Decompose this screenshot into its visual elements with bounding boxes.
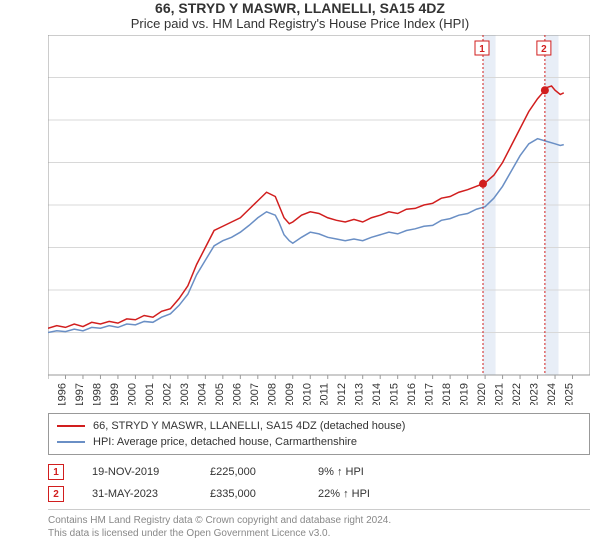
legend-row: HPI: Average price, detached house, Carm… [57, 434, 581, 450]
sale-date: 19-NOV-2019 [92, 466, 182, 478]
svg-text:2017: 2017 [424, 383, 436, 405]
separator [48, 509, 590, 510]
svg-text:2009: 2009 [284, 383, 296, 405]
svg-text:1995: 1995 [48, 383, 51, 405]
svg-text:2019: 2019 [459, 383, 471, 405]
legend-label: 66, STRYD Y MASWR, LLANELLI, SA15 4DZ (d… [93, 420, 405, 432]
sale-marker: 1 [48, 464, 64, 480]
legend: 66, STRYD Y MASWR, LLANELLI, SA15 4DZ (d… [48, 413, 590, 455]
svg-text:2010: 2010 [301, 383, 313, 405]
svg-text:2003: 2003 [179, 383, 191, 405]
svg-text:2013: 2013 [354, 383, 366, 405]
legend-swatch [57, 425, 85, 427]
sale-date: 31-MAY-2023 [92, 488, 182, 500]
svg-text:2000: 2000 [126, 383, 138, 405]
sale-price: £225,000 [210, 466, 290, 478]
svg-text:2025: 2025 [564, 383, 576, 405]
sale-pct: 9% ↑ HPI [318, 466, 408, 478]
legend-label: HPI: Average price, detached house, Carm… [93, 436, 357, 448]
svg-text:2007: 2007 [249, 383, 261, 405]
svg-text:1998: 1998 [91, 383, 103, 405]
svg-text:2023: 2023 [529, 383, 541, 405]
svg-text:1996: 1996 [56, 383, 68, 405]
title: 66, STRYD Y MASWR, LLANELLI, SA15 4DZ [0, 0, 600, 16]
subtitle: Price paid vs. HM Land Registry's House … [0, 16, 600, 31]
legend-row: 66, STRYD Y MASWR, LLANELLI, SA15 4DZ (d… [57, 418, 581, 434]
svg-text:1997: 1997 [74, 383, 86, 405]
sale-row: 2 31-MAY-2023 £335,000 22% ↑ HPI [48, 483, 590, 505]
svg-text:2: 2 [541, 44, 547, 55]
sales-table: 1 19-NOV-2019 £225,000 9% ↑ HPI 2 31-MAY-2023… [48, 461, 590, 505]
footer-line-2: This data is licensed under the Open Gov… [48, 527, 590, 540]
sale-price: £335,000 [210, 488, 290, 500]
chart: £0£50K£100K£150K£200K£250K£300K£350K£400… [48, 35, 590, 405]
sale-marker: 2 [48, 486, 64, 502]
footer: Contains HM Land Registry data © Crown c… [48, 514, 590, 540]
svg-text:2006: 2006 [231, 383, 243, 405]
svg-text:1999: 1999 [109, 383, 121, 405]
legend-swatch [57, 441, 85, 443]
svg-text:2016: 2016 [406, 383, 418, 405]
svg-text:2002: 2002 [161, 383, 173, 405]
svg-text:2004: 2004 [196, 383, 208, 405]
svg-text:2008: 2008 [266, 383, 278, 405]
footer-line-1: Contains HM Land Registry data © Crown c… [48, 514, 590, 527]
sale-row: 1 19-NOV-2019 £225,000 9% ↑ HPI [48, 461, 590, 483]
sale-pct: 22% ↑ HPI [318, 488, 408, 500]
svg-text:2018: 2018 [441, 383, 453, 405]
svg-text:2001: 2001 [144, 383, 156, 405]
svg-text:2021: 2021 [494, 383, 506, 405]
svg-text:2020: 2020 [476, 383, 488, 405]
svg-text:2005: 2005 [214, 383, 226, 405]
svg-text:1: 1 [479, 44, 485, 55]
svg-text:2014: 2014 [371, 383, 383, 405]
svg-text:2012: 2012 [336, 383, 348, 405]
svg-text:2011: 2011 [319, 383, 331, 405]
svg-text:2015: 2015 [389, 383, 401, 405]
svg-text:2022: 2022 [511, 383, 523, 405]
svg-text:2024: 2024 [546, 383, 558, 405]
